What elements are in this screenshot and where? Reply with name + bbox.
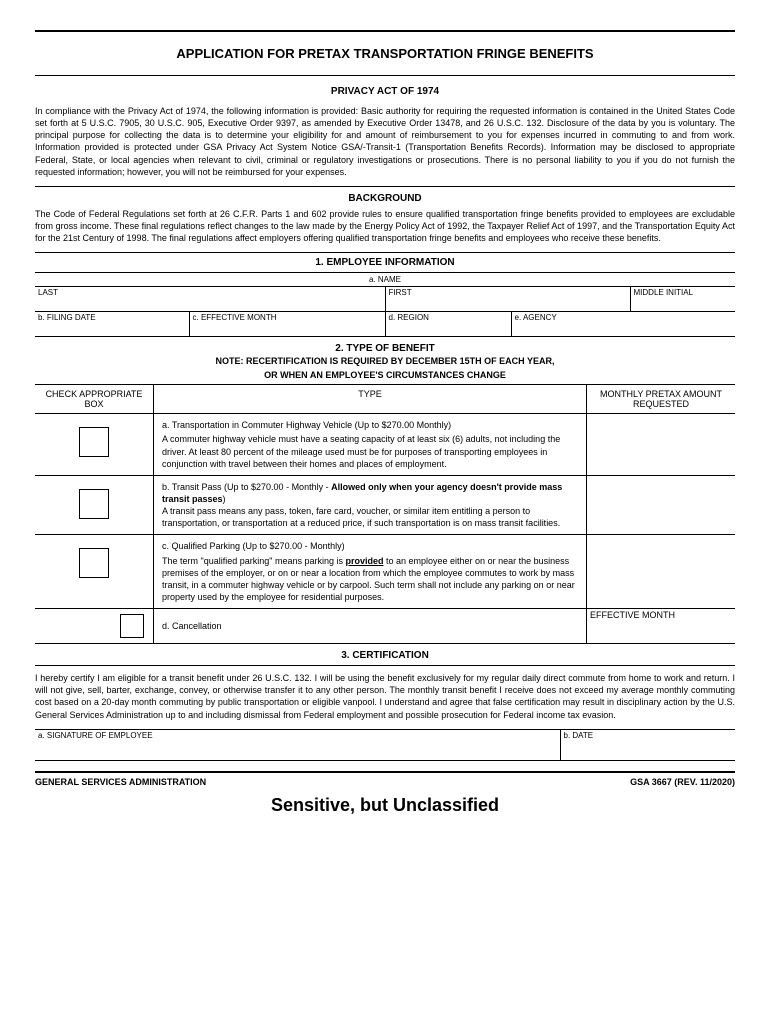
classification: Sensitive, but Unclassified <box>35 787 735 824</box>
section3-header: 3. CERTIFICATION <box>35 644 735 665</box>
type-header: TYPE <box>154 385 587 414</box>
note-line2: OR WHEN AN EMPLOYEE'S CIRCUMSTANCES CHAN… <box>35 370 735 384</box>
section1-header: 1. EMPLOYEE INFORMATION <box>35 253 735 273</box>
cert-table: a. SIGNATURE OF EMPLOYEE b. DATE <box>35 729 735 761</box>
region-field[interactable]: d. REGION <box>385 312 511 337</box>
benefit-b-cell: b. Transit Pass (Up to $270.00 - Monthly… <box>154 475 587 535</box>
cert-text: I hereby certify I am eligible for a tra… <box>35 672 735 721</box>
amount-a-field[interactable] <box>587 414 736 476</box>
amount-b-field[interactable] <box>587 475 736 535</box>
privacy-header: PRIVACY ACT OF 1974 <box>35 76 735 105</box>
benefit-d-cell: d. Cancellation <box>154 609 587 644</box>
section2-header: 2. TYPE OF BENEFIT <box>35 337 735 354</box>
checkbox-a[interactable] <box>79 427 109 457</box>
eff-month-field[interactable]: EFFECTIVE MONTH <box>587 609 736 644</box>
name-label: a. NAME <box>35 273 735 287</box>
checkbox-b[interactable] <box>79 489 109 519</box>
effective-month-field[interactable]: c. EFFECTIVE MONTH <box>189 312 385 337</box>
check-header: CHECK APPROPRIATE BOX <box>35 385 154 414</box>
footer-form-number: GSA 3667 (REV. 11/2020) <box>630 777 735 787</box>
filing-date-field[interactable]: b. FILING DATE <box>35 312 189 337</box>
amount-header: MONTHLY PRETAX AMOUNT REQUESTED <box>587 385 736 414</box>
background-text: The Code of Federal Regulations set fort… <box>35 208 735 244</box>
privacy-text: In compliance with the Privacy Act of 19… <box>35 105 735 178</box>
benefit-a-cell: a. Transportation in Commuter Highway Ve… <box>154 414 587 476</box>
note-line1: NOTE: RECERTIFICATION IS REQUIRED BY DEC… <box>35 354 735 370</box>
benefit-table: CHECK APPROPRIATE BOX TYPE MONTHLY PRETA… <box>35 384 735 644</box>
benefit-c-cell: c. Qualified Parking (Up to $270.00 - Mo… <box>154 535 587 609</box>
mi-field[interactable]: MIDDLE INITIAL <box>630 287 735 312</box>
date-field[interactable]: b. DATE <box>560 729 735 760</box>
form-title: APPLICATION FOR PRETAX TRANSPORTATION FR… <box>35 32 735 75</box>
footer-agency: GENERAL SERVICES ADMINISTRATION <box>35 777 206 787</box>
checkbox-c[interactable] <box>79 548 109 578</box>
background-header: BACKGROUND <box>35 187 735 208</box>
last-field[interactable]: LAST <box>35 287 385 312</box>
employee-info-table: 1. EMPLOYEE INFORMATION a. NAME LAST FIR… <box>35 252 735 337</box>
checkbox-d[interactable] <box>120 614 144 638</box>
amount-c-field[interactable] <box>587 535 736 609</box>
agency-field[interactable]: e. AGENCY <box>511 312 735 337</box>
first-field[interactable]: FIRST <box>385 287 630 312</box>
signature-field[interactable]: a. SIGNATURE OF EMPLOYEE <box>35 729 560 760</box>
